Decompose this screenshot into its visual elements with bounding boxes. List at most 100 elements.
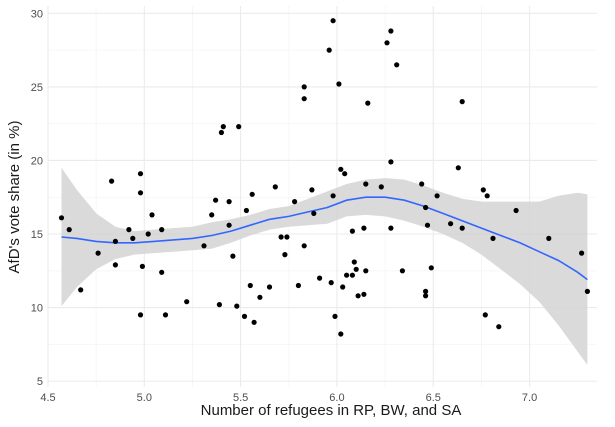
- data-point: [330, 18, 336, 24]
- data-point: [137, 171, 144, 177]
- y-tick-label: 30: [31, 8, 43, 20]
- data-point: [226, 222, 232, 228]
- data-point: [351, 259, 357, 265]
- data-point: [328, 280, 334, 286]
- minor-gridlines: [48, 6, 597, 387]
- x-axis-tick-labels: 4.5 5.0 5.5 6.0 6.5 7.0: [40, 392, 537, 404]
- data-point: [388, 159, 394, 165]
- x-tick-label: 5.0: [137, 392, 152, 404]
- data-point: [394, 62, 400, 68]
- data-point: [295, 282, 301, 289]
- data-point: [234, 303, 240, 309]
- data-point: [159, 269, 165, 275]
- data-point: [332, 313, 338, 319]
- data-point: [257, 294, 263, 300]
- data-point: [266, 284, 273, 290]
- x-tick-label: 5.5: [233, 392, 248, 404]
- data-point: [226, 199, 232, 205]
- data-point: [361, 225, 367, 231]
- data-point: [218, 129, 224, 136]
- data-point: [145, 231, 151, 237]
- data-point: [448, 221, 454, 227]
- data-point: [220, 124, 226, 130]
- x-tick-label: 4.5: [40, 392, 55, 404]
- y-tick-label: 10: [31, 303, 43, 315]
- data-point: [58, 215, 65, 221]
- data-point: [201, 243, 207, 249]
- x-tick-label: 7.0: [522, 392, 537, 404]
- data-points: [58, 18, 591, 337]
- data-point: [361, 291, 367, 297]
- data-point: [301, 96, 307, 102]
- data-point: [355, 293, 361, 299]
- data-point: [384, 40, 390, 46]
- data-point: [423, 293, 429, 299]
- data-point: [247, 282, 253, 289]
- data-point: [336, 81, 342, 87]
- data-point: [330, 193, 336, 199]
- data-point: [579, 250, 585, 256]
- data-point: [423, 288, 429, 294]
- data-point: [66, 227, 72, 233]
- data-point: [162, 312, 169, 318]
- x-axis-title: Number of refugees in RP, BW, and SA: [201, 402, 462, 419]
- data-point: [112, 262, 118, 268]
- data-point: [209, 212, 215, 218]
- data-point: [584, 288, 591, 294]
- data-point: [213, 197, 219, 203]
- y-axis-title: AfD's vote share (in %): [6, 121, 23, 274]
- data-point: [241, 313, 248, 319]
- data-point: [423, 204, 429, 211]
- data-point: [272, 184, 278, 190]
- data-point: [365, 100, 371, 106]
- data-point: [326, 47, 332, 53]
- smooth-trend-line: [61, 196, 588, 281]
- data-point: [344, 272, 350, 278]
- data-point: [459, 99, 465, 105]
- data-point: [309, 187, 315, 193]
- data-point: [236, 124, 242, 130]
- data-point: [484, 193, 490, 199]
- y-tick-label: 15: [31, 229, 43, 241]
- data-point: [342, 171, 348, 177]
- data-point: [78, 287, 84, 293]
- data-point: [349, 272, 355, 278]
- data-point: [338, 166, 344, 172]
- data-point: [112, 238, 118, 244]
- y-tick-label: 20: [31, 155, 43, 167]
- data-point: [455, 165, 461, 171]
- data-point: [388, 225, 394, 231]
- data-point: [388, 28, 394, 34]
- data-point: [301, 84, 307, 90]
- data-point: [496, 324, 502, 330]
- data-point: [282, 252, 288, 258]
- data-point: [95, 250, 101, 256]
- data-point: [363, 181, 369, 187]
- data-point: [340, 284, 346, 290]
- data-point: [278, 234, 284, 240]
- data-point: [130, 235, 136, 241]
- data-point: [159, 227, 165, 233]
- data-point: [137, 190, 144, 196]
- data-point: [311, 210, 317, 216]
- data-point: [251, 319, 257, 325]
- data-point: [243, 207, 249, 214]
- x-tick-label: 6.0: [329, 392, 344, 404]
- confidence-band: [61, 167, 588, 365]
- data-point: [349, 228, 355, 234]
- data-point: [126, 227, 132, 233]
- data-point: [490, 235, 496, 241]
- data-point: [301, 243, 307, 249]
- data-point: [419, 181, 425, 187]
- x-tick-label: 6.5: [426, 392, 441, 404]
- y-tick-label: 5: [37, 376, 43, 388]
- data-point: [284, 234, 290, 240]
- data-point: [184, 299, 190, 305]
- data-point: [149, 212, 155, 218]
- data-point: [317, 275, 323, 281]
- data-point: [428, 265, 434, 271]
- data-point: [434, 193, 440, 199]
- data-point: [546, 235, 552, 241]
- data-point: [216, 302, 222, 308]
